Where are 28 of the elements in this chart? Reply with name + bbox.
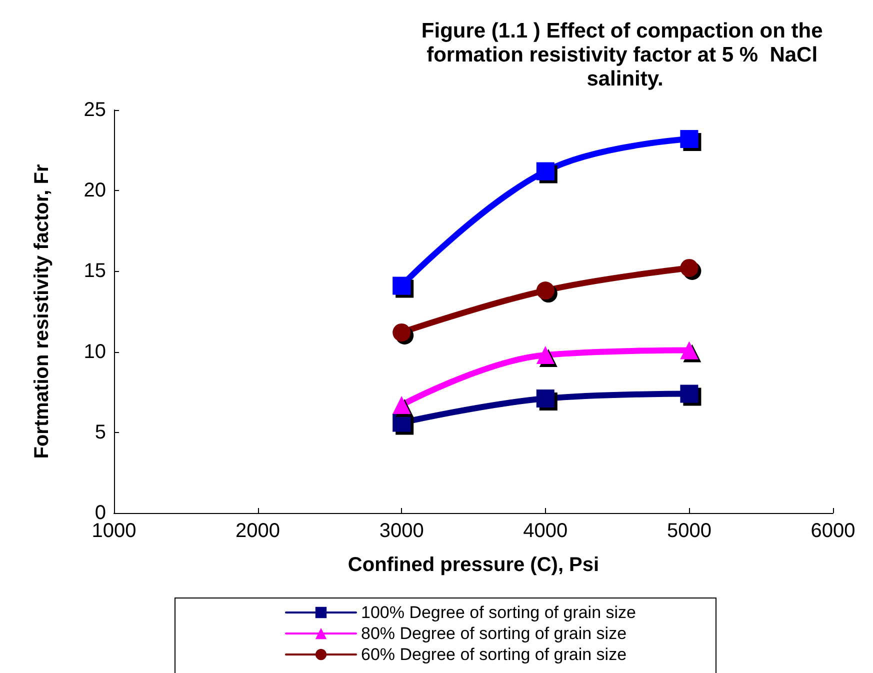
x-tick-label: 6000	[810, 520, 856, 542]
legend-label: 80% Degree of sorting of grain size	[361, 624, 627, 643]
x-tick-label: 2000	[236, 520, 280, 542]
point	[536, 390, 554, 408]
point	[536, 282, 554, 300]
y-tick-label: 20	[84, 180, 106, 202]
x-axis-title: Confined pressure (C), Psi	[348, 554, 600, 576]
y-tick-label: 5	[94, 421, 106, 444]
point	[680, 130, 698, 148]
y-tick-label: 25	[84, 99, 106, 121]
point	[392, 323, 411, 342]
point	[392, 396, 411, 414]
point	[536, 162, 554, 180]
y-tick-label: 10	[84, 340, 106, 363]
legend-label: 60% Degree of sorting of grain size	[361, 645, 627, 664]
point	[680, 384, 698, 403]
y-axis-title: Fortmation resistivity factor, Fr	[31, 164, 53, 459]
point	[392, 414, 411, 432]
point	[680, 341, 698, 360]
x-tick-label: 3000	[379, 520, 424, 542]
x-tick-label: 4000	[523, 520, 568, 542]
x-tick-label: 5000	[666, 520, 712, 542]
y-tick-label: 15	[84, 260, 106, 282]
chart-title: Figure (1.1 ) Effect of compaction on the formation resistivity factor at 5 % NaCl salinity.	[421, 20, 829, 90]
point	[680, 258, 698, 277]
point	[536, 346, 554, 364]
point	[392, 276, 411, 295]
legend-label: 100% Degree of sorting of grain size	[361, 603, 636, 622]
